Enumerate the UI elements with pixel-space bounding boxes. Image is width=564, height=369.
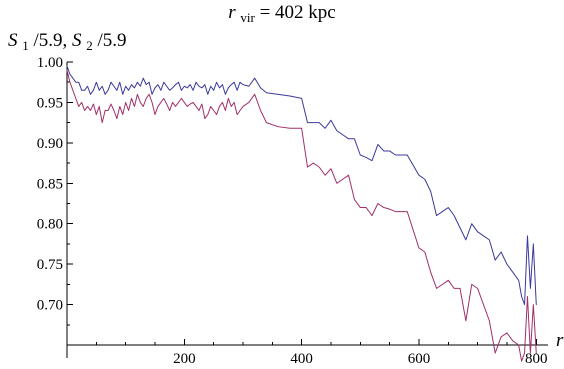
y-tick-label: 0.95 bbox=[37, 95, 63, 111]
x-tick-label: 600 bbox=[408, 351, 431, 367]
series-line-2 bbox=[66, 69, 537, 362]
y-ticks: 1.00 0.95 0.90 0.85 0.80 0.75 0.70 bbox=[37, 55, 73, 326]
chart-title: r vir = 402 kpc bbox=[228, 2, 336, 27]
series bbox=[66, 65, 537, 362]
x-axis-label: r bbox=[556, 330, 564, 351]
title-main: r bbox=[228, 2, 236, 23]
ylabel-s2-main: S bbox=[72, 30, 82, 51]
title-subscript: vir bbox=[240, 10, 255, 25]
ylabel-s1-sub: 1 bbox=[22, 38, 29, 53]
x-tick-label: 200 bbox=[173, 351, 196, 367]
ylabel-s2-sub: 2 bbox=[86, 38, 93, 53]
y-tick-label: 0.75 bbox=[37, 257, 63, 273]
ylabel-s1-rest: /5.9, bbox=[34, 30, 73, 51]
ylabel-s2-rest: /5.9 bbox=[98, 30, 127, 51]
ylabel-s1-main: S bbox=[8, 30, 18, 51]
x-ticks: 200 400 600 800 bbox=[95, 339, 548, 367]
y-tick-label: 0.80 bbox=[37, 217, 63, 233]
y-tick-label: 0.70 bbox=[37, 298, 63, 314]
title-rest: = 402 kpc bbox=[260, 2, 336, 23]
y-tick-label: 1.00 bbox=[37, 55, 63, 71]
y-tick-label: 0.85 bbox=[37, 176, 63, 192]
series-line-1 bbox=[66, 65, 537, 306]
x-tick-label: 400 bbox=[290, 351, 313, 367]
y-tick-label: 0.90 bbox=[37, 136, 63, 152]
x-tick-label: 800 bbox=[525, 351, 548, 367]
y-axis-label: S 1 /5.9, S 2 /5.9 bbox=[8, 30, 127, 55]
